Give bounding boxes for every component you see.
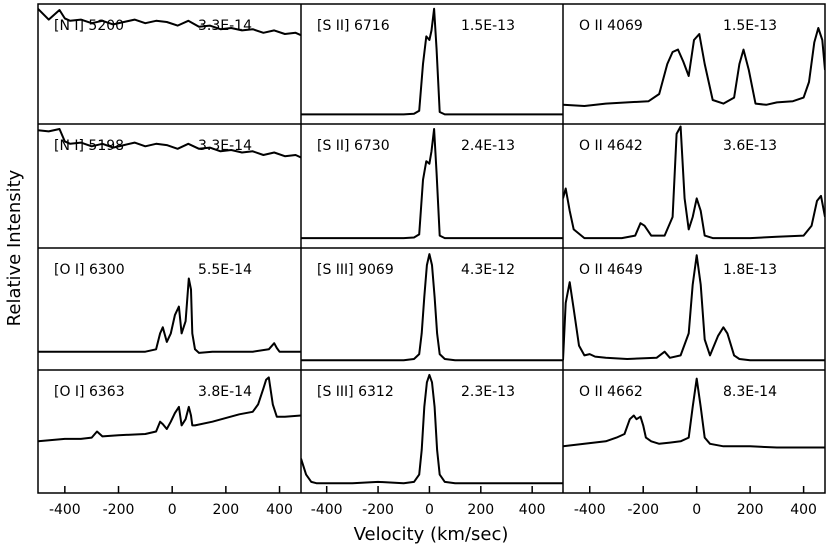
spectrum-line: [301, 128, 563, 240]
spectrum-panel: [N I] 5198 3.3E-14: [38, 128, 301, 159]
spectrum-line: [301, 7, 563, 116]
x-tick-label: 0: [425, 502, 434, 518]
spectrum-panel: [O I] 6300 5.5E-14: [38, 262, 301, 354]
spectrum-panel: O II 4642 3.6E-13: [563, 125, 825, 240]
x-tick-label: 0: [168, 502, 177, 518]
x-tick-label: 400: [790, 502, 817, 518]
panel-line-label: [S II] 6716: [317, 18, 390, 34]
spectrum-line: [301, 253, 563, 362]
spectrum-panel: [S III] 6312 2.3E-13: [301, 373, 563, 485]
spectrum-panel: [S II] 6716 1.5E-13: [301, 7, 563, 116]
panel-flux-value: 4.3E-12: [461, 262, 515, 278]
x-tick-label: -400: [49, 502, 81, 518]
panel-flux-value: 2.3E-13: [461, 384, 515, 400]
spectrum-line: [563, 254, 825, 362]
x-tick-label: 200: [467, 502, 494, 518]
y-axis-title: Relative Intensity: [4, 169, 25, 326]
x-tick-label: 200: [737, 502, 764, 518]
spectrum-line: [38, 8, 301, 37]
spectrum-panel: [O I] 6363 3.8E-14: [38, 376, 301, 443]
x-tick-label: -200: [362, 502, 394, 518]
spectrum-line: [563, 377, 825, 449]
spectrum-line: [301, 373, 563, 485]
panel-line-label: [N I] 5200: [54, 18, 124, 34]
spectrum-line: [38, 277, 301, 354]
spectrum-panel: [N I] 5200 3.3E-14: [38, 8, 301, 37]
spectrum-panel: [S II] 6730 2.4E-13: [301, 128, 563, 240]
spectrum-line: [563, 125, 825, 240]
panel-line-label: [N I] 5198: [54, 138, 124, 154]
x-tick-label: -400: [574, 502, 606, 518]
panel-flux-value: 8.3E-14: [723, 384, 777, 400]
panel-flux-value: 3.3E-14: [198, 138, 252, 154]
panel-line-label: O II 4642: [579, 138, 643, 154]
spectrum-line: [563, 27, 825, 107]
spectrum-panel: O II 4649 1.8E-13: [563, 254, 825, 362]
panel-line-label: O II 4649: [579, 262, 643, 278]
panel-flux-value: 1.8E-13: [723, 262, 777, 278]
x-tick-label: 0: [692, 502, 701, 518]
spectrum-line: [38, 128, 301, 159]
panel-flux-value: 1.5E-13: [461, 18, 515, 34]
spectrum-line: [38, 376, 301, 443]
panel-flux-value: 5.5E-14: [198, 262, 252, 278]
x-tick-label: -400: [311, 502, 343, 518]
panel-flux-value: 3.6E-13: [723, 138, 777, 154]
panel-line-label: [S II] 6730: [317, 138, 390, 154]
panel-line-label: O II 4662: [579, 384, 643, 400]
panel-line-label: [O I] 6300: [54, 262, 125, 278]
panel-flux-value: 2.4E-13: [461, 138, 515, 154]
x-tick-label: -200: [627, 502, 659, 518]
spectrum-panel: O II 4662 8.3E-14: [563, 377, 825, 449]
panel-line-label: O II 4069: [579, 18, 643, 34]
x-tick-label: 400: [519, 502, 546, 518]
panel-line-label: [O I] 6363: [54, 384, 125, 400]
x-tick-label: -200: [103, 502, 135, 518]
panel-flux-value: 1.5E-13: [723, 18, 777, 34]
panel-flux-value: 3.3E-14: [198, 18, 252, 34]
x-tick-label: 200: [212, 502, 239, 518]
x-tick-label: 400: [266, 502, 293, 518]
x-axis-title: Velocity (km/sec): [354, 524, 509, 545]
spectrum-panel: [S III] 9069 4.3E-12: [301, 253, 563, 362]
spectrum-panel: O II 4069 1.5E-13: [563, 18, 825, 107]
panel-flux-value: 3.8E-14: [198, 384, 252, 400]
panel-line-label: [S III] 9069: [317, 262, 394, 278]
panel-line-label: [S III] 6312: [317, 384, 394, 400]
